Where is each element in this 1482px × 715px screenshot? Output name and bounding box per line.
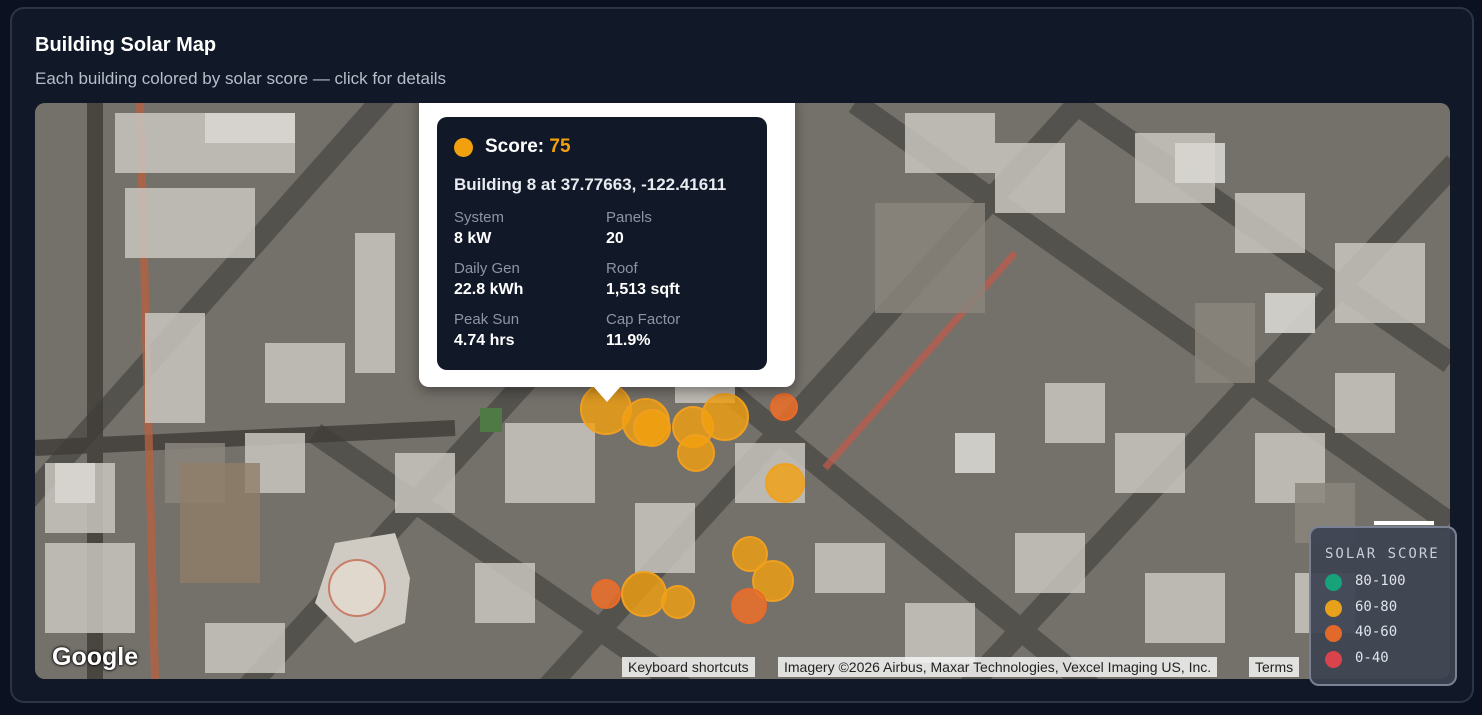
- stat-value-cap-factor: 11.9%: [606, 332, 651, 349]
- building-marker[interactable]: [752, 560, 794, 602]
- card-title: Building Solar Map: [35, 34, 217, 56]
- stat-value-panels: 20: [606, 230, 624, 247]
- legend-swatch: [1325, 574, 1342, 591]
- building-marker[interactable]: [591, 579, 621, 609]
- building-info-card: Score: 75 Building 8 at 37.77663, -122.4…: [437, 117, 767, 370]
- keyboard-shortcuts-link[interactable]: Keyboard shortcuts: [622, 657, 755, 677]
- building-marker[interactable]: [701, 393, 749, 441]
- imagery-attribution: Imagery ©2026 Airbus, Maxar Technologies…: [778, 657, 1218, 677]
- building-marker[interactable]: [621, 571, 667, 617]
- building-marker[interactable]: [633, 409, 671, 447]
- google-logo: Google: [52, 643, 139, 671]
- stat-label-roof: Roof: [606, 260, 638, 277]
- building-marker[interactable]: [770, 393, 798, 421]
- score-dot-icon: [454, 138, 473, 157]
- legend-label: 80-100: [1355, 573, 1406, 589]
- stat-value-peak-sun: 4.74 hrs: [454, 332, 515, 349]
- stat-value-system: 8 kW: [454, 230, 492, 247]
- stat-label-daily-gen: Daily Gen: [454, 260, 520, 277]
- legend-swatch: [1325, 625, 1342, 642]
- legend-label: 60-80: [1355, 599, 1398, 615]
- stat-value-roof: 1,513 sqft: [606, 281, 680, 298]
- stat-label-peak-sun: Peak Sun: [454, 311, 520, 328]
- terms-link[interactable]: Terms: [1249, 657, 1300, 677]
- card-subtitle: Each building colored by solar score — c…: [35, 69, 447, 88]
- solar-score-legend: SOLAR SCORE 80-100 60-80 40-60 0-40: [1309, 526, 1457, 686]
- popup-pointer: [593, 386, 621, 402]
- legend-title: SOLAR SCORE: [1325, 546, 1440, 562]
- satellite-map[interactable]: Score: 75 Building 8 at 37.77663, -122.4…: [35, 103, 1450, 679]
- building-info-popup: Score: 75 Building 8 at 37.77663, -122.4…: [419, 103, 795, 387]
- stat-label-system: System: [454, 209, 505, 226]
- building-location: Building 8 at 37.77663, -122.41611: [454, 175, 727, 194]
- legend-label: 40-60: [1355, 624, 1398, 640]
- building-marker[interactable]: [765, 463, 805, 503]
- score-value: 75: [549, 136, 571, 157]
- legend-label: 0-40: [1355, 650, 1389, 666]
- score-line: Score: 75: [485, 136, 571, 158]
- map-scale-bar: [1374, 521, 1434, 525]
- building-marker[interactable]: [661, 585, 695, 619]
- stat-label-cap-factor: Cap Factor: [606, 311, 681, 328]
- score-label: Score:: [485, 136, 545, 157]
- legend-swatch: [1325, 651, 1342, 668]
- legend-swatch: [1325, 600, 1342, 617]
- stat-label-panels: Panels: [606, 209, 652, 226]
- stat-value-daily-gen: 22.8 kWh: [454, 281, 524, 298]
- building-marker[interactable]: [677, 434, 715, 472]
- building-marker[interactable]: [731, 588, 767, 624]
